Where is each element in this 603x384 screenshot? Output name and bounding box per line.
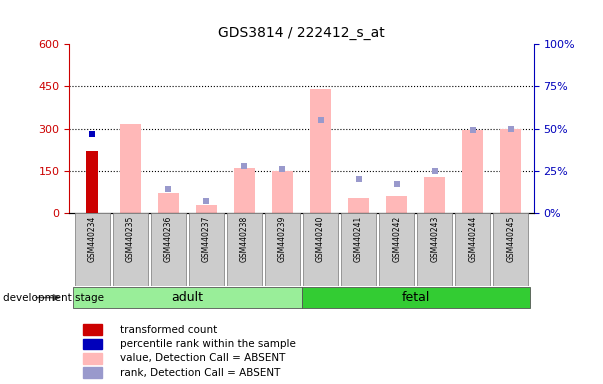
FancyBboxPatch shape [151,213,186,286]
FancyBboxPatch shape [455,213,490,286]
Bar [83,324,102,335]
FancyBboxPatch shape [417,213,452,286]
Text: development stage: development stage [3,293,104,303]
Bar [425,177,445,213]
Bar [463,130,483,213]
FancyBboxPatch shape [113,213,148,286]
Bar [196,205,217,213]
Text: GSM440241: GSM440241 [354,215,363,262]
Bar [120,124,140,213]
Bar [234,168,255,213]
FancyBboxPatch shape [341,213,376,286]
FancyBboxPatch shape [302,287,530,308]
Bar [272,171,293,213]
Text: GSM440244: GSM440244 [469,215,477,262]
Bar [386,196,407,213]
Title: GDS3814 / 222412_s_at: GDS3814 / 222412_s_at [218,26,385,40]
Bar [158,194,178,213]
Text: value, Detection Call = ABSENT: value, Detection Call = ABSENT [121,353,286,363]
Bar [83,367,102,378]
Text: transformed count: transformed count [121,325,218,335]
FancyBboxPatch shape [189,213,224,286]
Text: adult: adult [171,291,203,304]
FancyBboxPatch shape [493,213,528,286]
Bar [83,339,102,349]
Text: GSM440242: GSM440242 [392,215,401,262]
FancyBboxPatch shape [265,213,300,286]
Bar [348,198,369,213]
Text: GSM440239: GSM440239 [278,215,287,262]
Bar [500,129,521,213]
FancyBboxPatch shape [73,287,302,308]
FancyBboxPatch shape [303,213,338,286]
Text: GSM440235: GSM440235 [126,215,134,262]
Text: percentile rank within the sample: percentile rank within the sample [121,339,296,349]
Text: rank, Detection Call = ABSENT: rank, Detection Call = ABSENT [121,368,281,378]
Text: GSM440238: GSM440238 [240,215,249,262]
Bar [86,151,98,213]
Text: GSM440234: GSM440234 [87,215,96,262]
Text: GSM440240: GSM440240 [316,215,325,262]
Text: GSM440243: GSM440243 [430,215,439,262]
Text: GSM440236: GSM440236 [164,215,173,262]
Bar [83,353,102,364]
Text: fetal: fetal [402,291,430,304]
Text: GSM440237: GSM440237 [202,215,211,262]
FancyBboxPatch shape [379,213,414,286]
FancyBboxPatch shape [75,213,110,286]
Bar [310,89,331,213]
FancyBboxPatch shape [227,213,262,286]
Text: GSM440245: GSM440245 [507,215,516,262]
